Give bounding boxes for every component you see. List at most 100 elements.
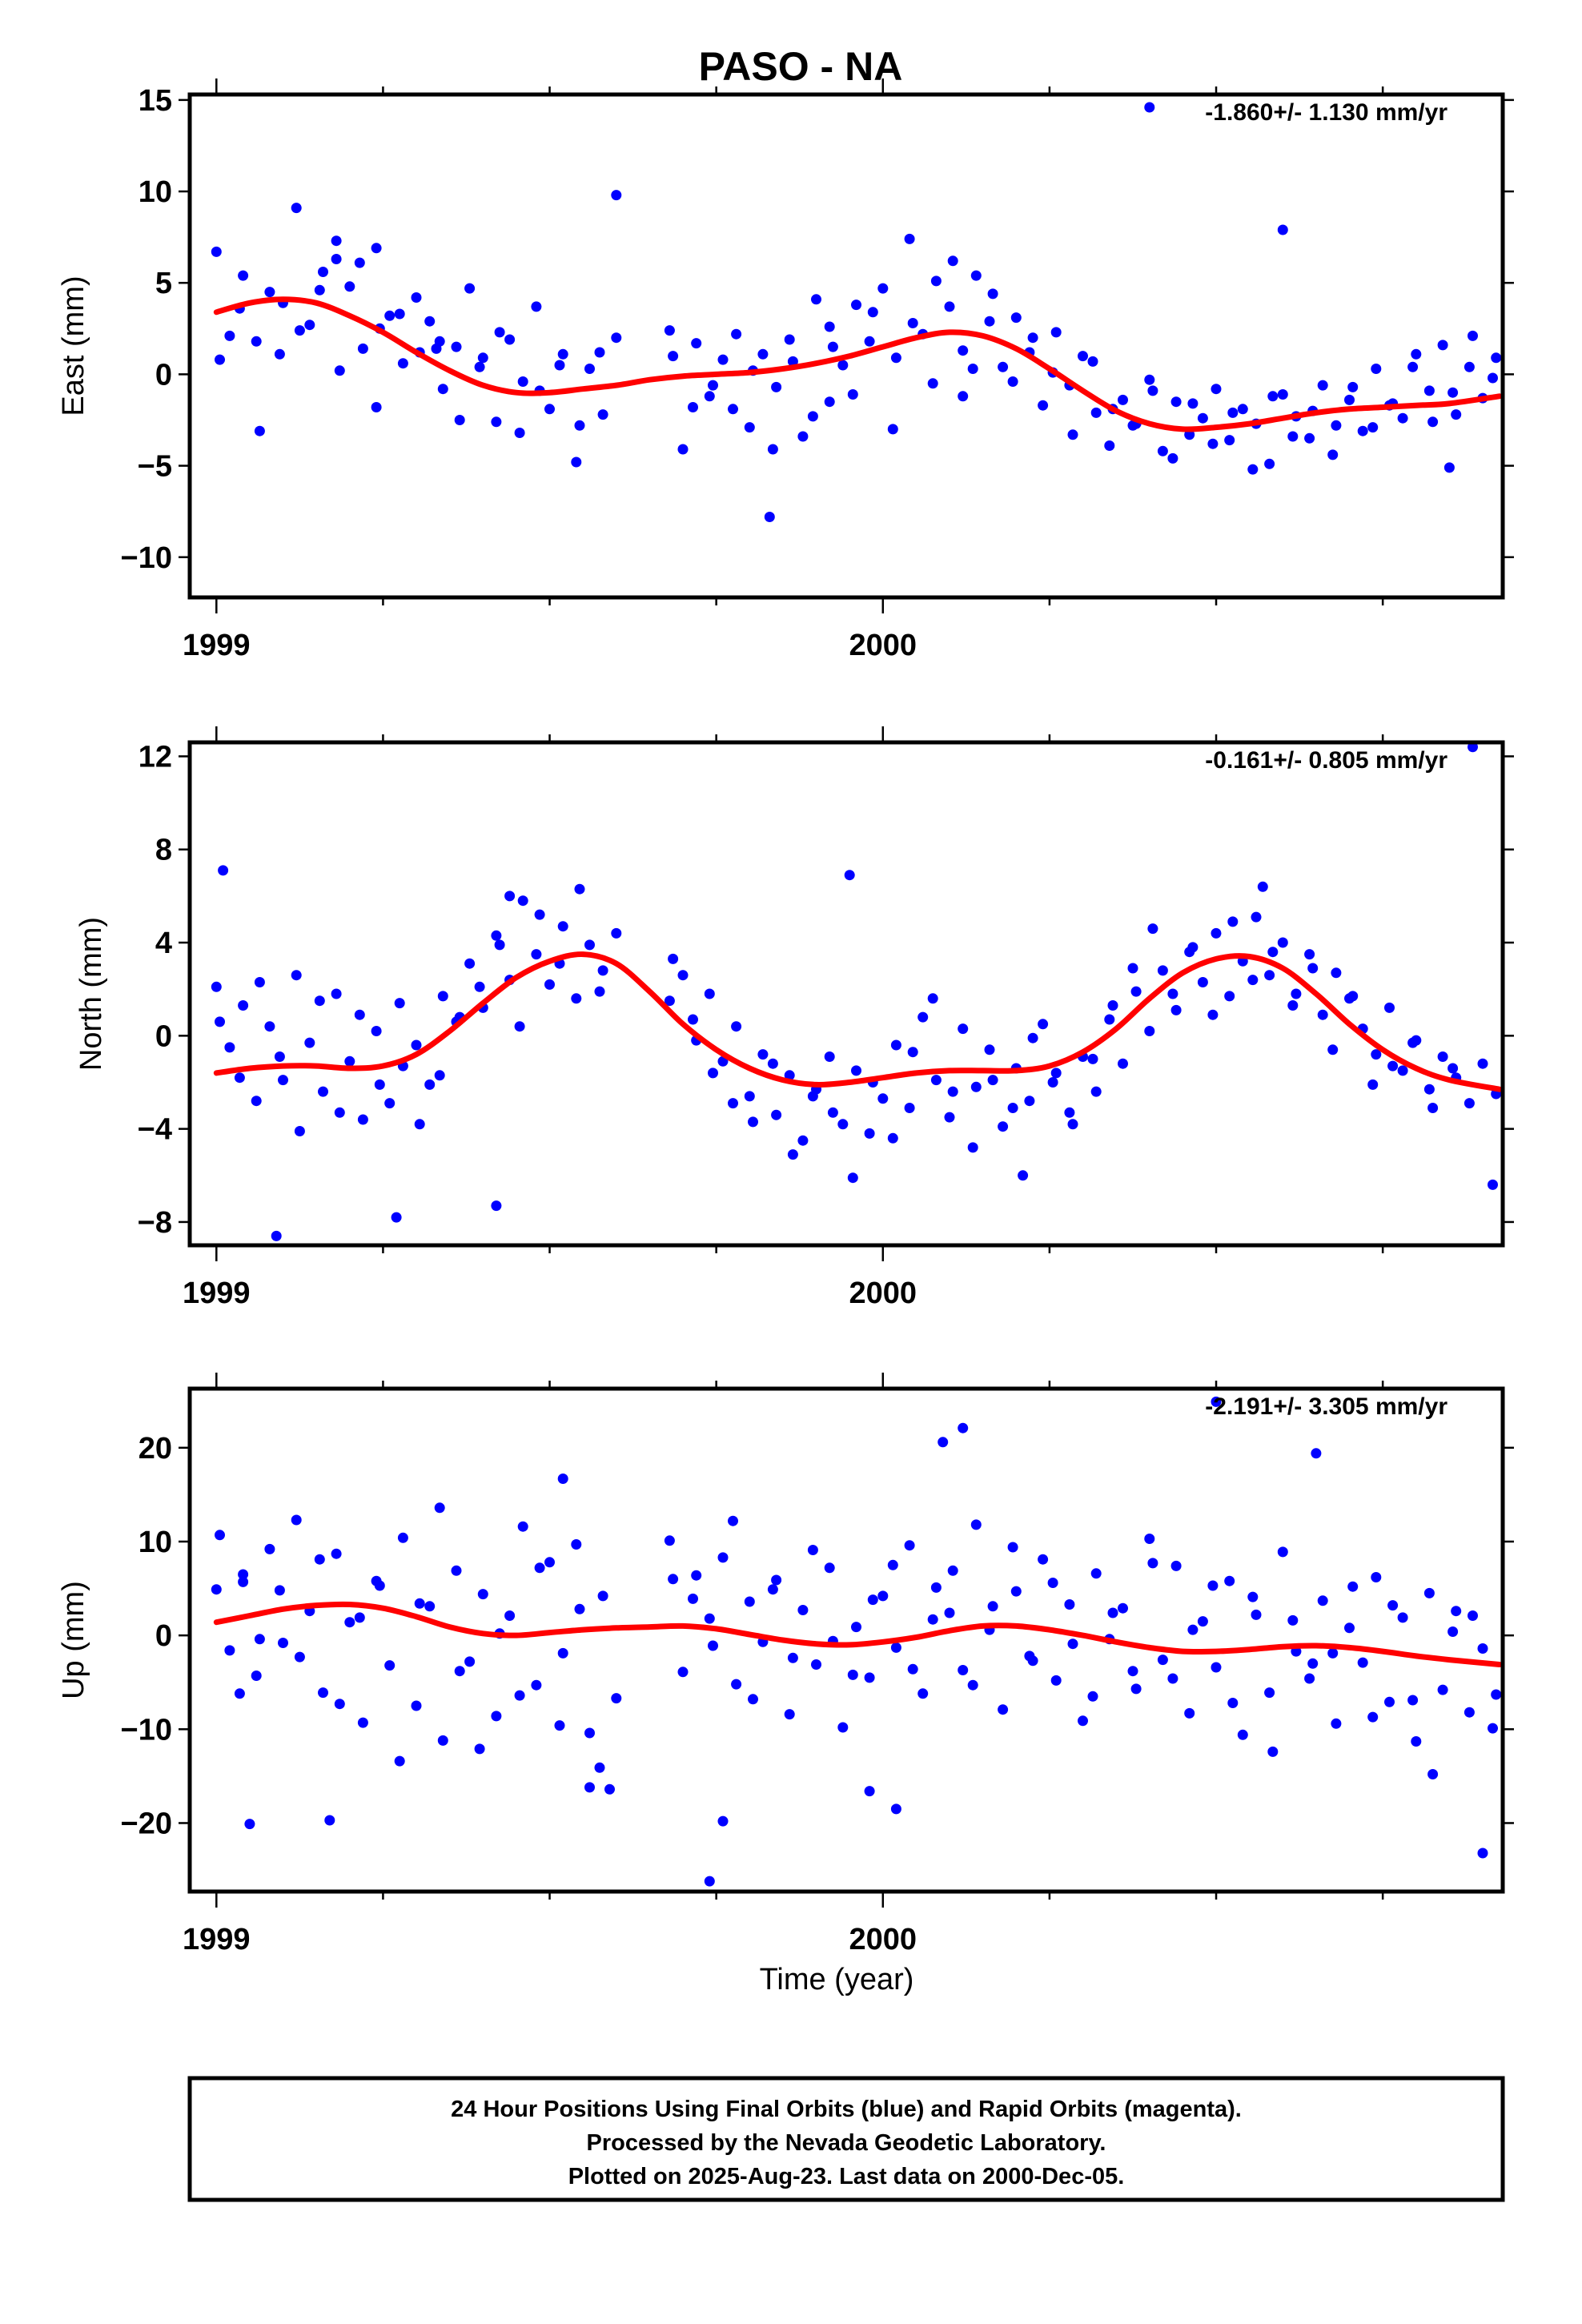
up-data-point	[1087, 1691, 1098, 1702]
north-data-point	[970, 1081, 982, 1092]
east-data-point	[970, 270, 982, 281]
up-data-point	[611, 1693, 622, 1704]
east-data-point	[867, 307, 878, 318]
up-data-point	[890, 1803, 901, 1815]
east-data-point	[1347, 381, 1359, 392]
north-data-point	[1227, 916, 1239, 927]
north-data-point	[394, 998, 405, 1009]
east-data-point	[251, 336, 262, 347]
north-data-point	[1090, 1086, 1102, 1097]
north-data-point	[1170, 1004, 1182, 1015]
east-data-point	[864, 336, 875, 347]
east-data-point	[1407, 361, 1419, 372]
north-data-point	[688, 1014, 698, 1025]
east-data-point	[1443, 462, 1455, 473]
east-data-point	[1247, 464, 1259, 475]
east-data-point	[824, 321, 835, 332]
east-data-point	[958, 391, 969, 402]
east-data-point	[454, 415, 465, 425]
north-data-point	[254, 977, 265, 987]
up-data-point	[970, 1519, 982, 1530]
east-data-point	[851, 300, 861, 311]
up-data-point	[424, 1601, 436, 1612]
north-data-point	[784, 1070, 795, 1081]
north-data-point	[847, 1172, 858, 1184]
up-data-point	[1187, 1624, 1199, 1635]
up-data-point	[474, 1743, 485, 1755]
up-data-point	[958, 1665, 969, 1675]
north-data-point	[708, 1068, 718, 1079]
north-data-point	[584, 939, 595, 951]
north-xtick-label: 1999	[183, 1277, 251, 1310]
north-data-point	[998, 1121, 1009, 1132]
east-data-point	[827, 341, 838, 352]
east-ytick-label: −5	[138, 450, 172, 484]
caption-line-2: Processed by the Nevada Geodetic Laborat…	[587, 2130, 1106, 2156]
east-data-point	[984, 316, 995, 327]
up-data-point	[1344, 1622, 1355, 1634]
east-data-point	[474, 361, 485, 372]
up-data-point	[1038, 1554, 1049, 1565]
up-data-point	[384, 1660, 396, 1671]
east-data-point	[451, 341, 462, 352]
north-data-point	[1327, 1044, 1339, 1055]
north-data-point	[1267, 947, 1279, 958]
east-data-point	[1491, 352, 1502, 364]
up-data-point	[1331, 1718, 1342, 1729]
up-data-point	[531, 1679, 542, 1691]
up-data-point	[464, 1656, 476, 1667]
up-data-point	[1427, 1769, 1439, 1779]
east-data-point	[797, 431, 809, 442]
east-data-point	[394, 308, 405, 320]
up-data-point	[930, 1582, 942, 1593]
east-data-point	[1144, 102, 1155, 113]
up-data-point	[864, 1672, 875, 1683]
north-data-point	[927, 993, 938, 1004]
east-data-point	[291, 203, 302, 214]
north-data-point	[238, 1000, 249, 1011]
east-data-point	[744, 422, 755, 433]
north-data-point	[1038, 1019, 1049, 1030]
east-data-point	[904, 233, 915, 244]
up-data-point	[554, 1720, 565, 1731]
up-data-point	[967, 1679, 978, 1691]
north-data-point	[354, 1009, 365, 1020]
north-data-point	[1488, 1179, 1498, 1190]
up-data-point	[1224, 1575, 1235, 1586]
up-data-point	[1027, 1655, 1038, 1667]
north-data-point	[947, 1086, 958, 1097]
up-data-point	[597, 1590, 608, 1602]
up-data-point	[278, 1638, 288, 1648]
up-data-point	[1407, 1695, 1419, 1706]
north-data-point	[1207, 1009, 1219, 1020]
east-data-point	[691, 338, 702, 349]
north-data-point	[1251, 911, 1262, 923]
east-data-point	[224, 330, 235, 341]
north-data-point	[424, 1079, 436, 1090]
up-data-point	[1371, 1572, 1382, 1582]
east-data-point	[1267, 391, 1279, 402]
north-data-point	[384, 1098, 396, 1109]
up-data-point	[1107, 1607, 1118, 1618]
up-frame	[187, 1386, 1505, 1894]
north-data-point	[1304, 949, 1315, 960]
east-data-point	[1371, 364, 1382, 374]
up-data-point	[731, 1679, 742, 1690]
east-data-point	[1264, 458, 1275, 469]
north-data-point	[1198, 0, 1208, 6]
up-data-point	[717, 1552, 729, 1563]
north-plot-area	[211, 0, 1503, 1241]
up-data-point	[864, 1786, 875, 1797]
east-data-point	[1010, 312, 1022, 324]
east-data-point	[1147, 385, 1158, 396]
up-data-point	[1464, 1707, 1475, 1718]
up-data-point	[357, 1717, 368, 1728]
north-data-point	[797, 1135, 809, 1146]
east-data-point	[1104, 440, 1115, 451]
up-data-point	[1127, 1666, 1138, 1677]
up-data-point	[1170, 1560, 1182, 1571]
up-data-point	[504, 1610, 516, 1621]
east-data-point	[477, 352, 488, 364]
up-model-curve	[213, 1601, 1503, 1667]
east-ytick-label: 0	[155, 358, 172, 392]
